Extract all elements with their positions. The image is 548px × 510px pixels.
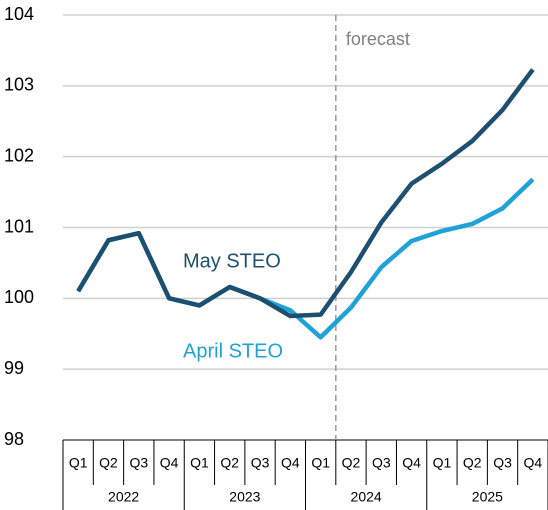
x-tick-label: Q3 [493,455,512,471]
x-tick-label: Q2 [220,455,239,471]
y-tick-label: 102 [4,145,34,165]
series-label: May STEO [183,250,281,272]
x-tick-label: Q4 [524,455,543,471]
year-label: 2022 [108,489,139,505]
x-tick-label: Q1 [190,455,209,471]
y-tick-label: 104 [4,4,34,24]
x-tick-label: Q3 [372,455,391,471]
x-tick-label: Q2 [342,455,361,471]
series-line [76,68,535,319]
year-label: 2025 [472,489,503,505]
y-tick-label: 98 [4,429,24,449]
x-tick-label: Q4 [160,455,179,471]
x-tick-label: Q1 [69,455,88,471]
x-tick-label: Q4 [281,455,300,471]
x-tick-label: Q4 [402,455,421,471]
year-label: 2024 [351,489,382,505]
x-tick-label: Q2 [463,455,482,471]
y-tick-label: 103 [4,75,34,95]
year-label: 2023 [229,489,260,505]
y-tick-label: 100 [4,287,34,307]
series-label: April STEO [183,340,283,362]
x-tick-label: Q3 [251,455,270,471]
x-tick-label: Q2 [99,455,118,471]
x-tick-label: Q3 [129,455,148,471]
y-tick-label: 99 [4,358,24,378]
x-tick-label: Q1 [311,455,330,471]
forecast-label: forecast [346,29,410,49]
y-tick-label: 101 [4,216,34,236]
x-tick-label: Q1 [433,455,452,471]
